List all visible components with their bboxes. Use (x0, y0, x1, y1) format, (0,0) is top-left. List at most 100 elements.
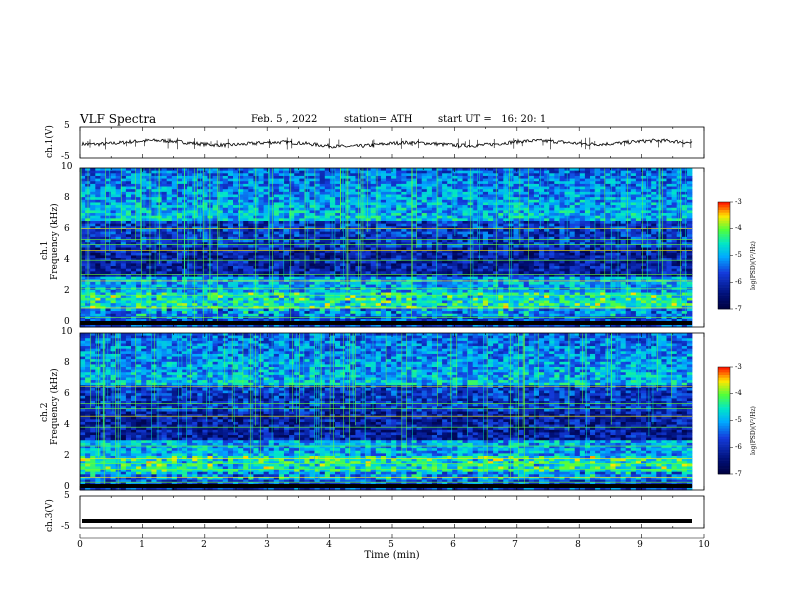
spectrogram-cell (80, 258, 86, 262)
spectrogram-cell (370, 218, 377, 222)
spectrogram-cell (125, 178, 132, 182)
spectrogram-cell (125, 170, 132, 174)
spectrogram-cell (498, 236, 504, 240)
spectrogram-cell (380, 191, 387, 195)
spectrogram-cell (437, 205, 443, 209)
spectrogram-cell (350, 250, 356, 254)
spectrogram-cell (335, 226, 341, 230)
spectrogram-cell (391, 213, 397, 217)
spectrogram-cell (319, 226, 326, 230)
spectrogram-cell (406, 274, 412, 278)
spectrogram-cell (620, 218, 627, 222)
spectrogram-cell (324, 189, 331, 193)
spectrogram-cell (579, 183, 586, 187)
spectrogram-cell (360, 183, 366, 187)
spectrogram-cell (370, 191, 377, 195)
spectrogram-cell (554, 183, 560, 187)
spectrogram-cell (590, 213, 596, 217)
spectrogram-cell (396, 186, 402, 190)
spectrogram-cell (222, 247, 229, 251)
spectrogram-cell (569, 218, 576, 222)
spectrogram-cell (115, 218, 122, 222)
spectrogram-cell (146, 247, 152, 251)
spectrogram-cell (488, 252, 494, 256)
spectrogram-cell (467, 213, 474, 217)
spectrogram-cell (528, 231, 535, 235)
spectrogram-cell (686, 244, 693, 248)
spectrogram-cell (192, 175, 198, 179)
spectrogram-cell (197, 223, 203, 227)
spectrogram-cell (238, 205, 244, 209)
spectrogram-cell (360, 236, 366, 240)
spectrogram-cell (212, 242, 219, 246)
spectrogram-cell (610, 194, 616, 198)
spectrogram-cell (620, 258, 627, 262)
spectrogram-cell (651, 268, 657, 272)
spectrogram-cell (197, 242, 203, 246)
spectrogram-cell (217, 181, 224, 185)
spectrogram-cell (370, 175, 377, 179)
spectrogram-cell (227, 178, 234, 182)
spectrogram-cell (115, 215, 122, 219)
spectrogram-cell (406, 260, 412, 264)
spectrogram-cell (299, 252, 305, 256)
spectrogram-cell (666, 266, 672, 270)
spectrogram-cell (477, 266, 484, 270)
spectrogram-cell (564, 274, 570, 278)
spectrogram-cell (222, 252, 229, 256)
spectrogram-cell (284, 210, 290, 214)
spectrogram-cell (375, 244, 382, 248)
spectrogram-cell (151, 266, 157, 270)
spectrogram-cell (263, 221, 270, 225)
spectrogram-cell (151, 186, 157, 190)
spectrogram-cell (686, 236, 693, 240)
spectrogram-cell (380, 215, 387, 219)
spectrogram-cell (584, 197, 591, 201)
spectrogram-cell (539, 181, 545, 185)
spectrogram-cell (100, 258, 106, 262)
spectrogram-cell (217, 268, 224, 272)
spectrogram-cell (600, 175, 606, 179)
spectrogram-cell (477, 218, 484, 222)
spectrogram-cell (518, 236, 525, 240)
spectrogram-cell (197, 268, 203, 272)
spectrogram-cell (227, 210, 234, 214)
spectrogram-cell (309, 266, 315, 270)
spectrogram-cell (263, 183, 270, 187)
spectrogram-cell (544, 213, 550, 217)
spectrogram-cell (686, 186, 693, 190)
spectrogram-cell (457, 260, 463, 264)
spectrogram-cell (110, 186, 117, 190)
spectrogram-cell (386, 234, 392, 238)
spectrogram-cell (238, 202, 244, 206)
spectrogram-cell (309, 258, 315, 262)
spectrogram-cell (304, 250, 310, 254)
spectrogram-cell (324, 223, 331, 227)
spectrogram-cell (263, 205, 270, 209)
spectrogram-cell (656, 221, 662, 225)
spectrogram-cell (595, 258, 601, 262)
spectrogram-cell (584, 194, 591, 198)
spectrogram-cell (202, 258, 208, 262)
spectrogram-cell (605, 221, 611, 225)
spectrogram-cell (676, 231, 683, 235)
spectrogram-cell (273, 260, 280, 264)
spectrogram-cell (528, 221, 535, 225)
spectrogram-cell (100, 175, 106, 179)
spectrogram-cell (681, 178, 688, 182)
spectrogram-cell (620, 175, 627, 179)
spectrogram-cell (161, 213, 168, 217)
spectrogram-cell (595, 173, 601, 177)
spectrogram-cell (564, 258, 570, 262)
spectrogram-cell (671, 250, 678, 254)
spectrogram-cell (304, 242, 310, 246)
spectrogram-cell (442, 226, 448, 230)
spectrogram-cell (620, 199, 627, 203)
spectrogram-cell (488, 210, 494, 214)
spectrogram-cell (197, 236, 203, 240)
spectrogram-cell (518, 239, 525, 243)
spectrogram-cell (309, 199, 315, 203)
spectrogram-cell (100, 266, 106, 270)
spectrogram-cell (309, 260, 315, 264)
spectrogram-cell (584, 191, 591, 195)
